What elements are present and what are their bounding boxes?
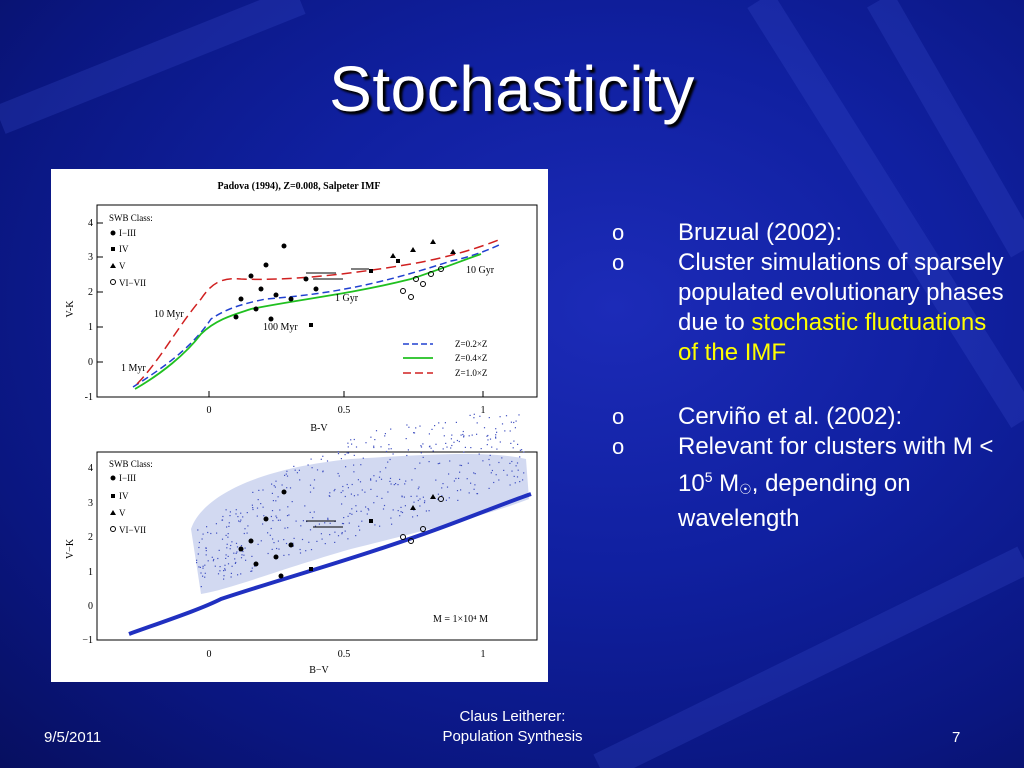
bullet-marker: o xyxy=(612,250,625,275)
bottom-ytick-4: 3 xyxy=(88,498,93,509)
track-z02 xyxy=(132,243,502,388)
bullet-text: Relevant for clusters with M < 105 M☉, d… xyxy=(678,432,1007,534)
slide-title: Stochasticity xyxy=(329,53,695,125)
bottom-legend-item-1: IV xyxy=(119,491,129,501)
age-label-1myr: 1 Myr xyxy=(121,363,146,374)
stochastic-locus xyxy=(128,492,532,636)
bullet-text-highlight: stochastic fluctuations of the IMF xyxy=(678,309,987,366)
bullet-list: o Bruzual (2002): o Cluster simulations … xyxy=(612,218,1007,534)
bullet-text: Cerviño et al. (2002): xyxy=(678,403,903,430)
stochastic-cloud xyxy=(191,454,529,594)
sun-symbol-icon: ☉ xyxy=(739,481,752,497)
bottom-legend-item-3: VI−VII xyxy=(119,525,146,535)
footer-center: Claus Leitherer: Population Synthesis xyxy=(380,707,645,747)
track-legend-0: Z=0.2×Z xyxy=(455,339,487,349)
bottom-xtick-2: 1 xyxy=(481,649,486,660)
page-number: 7 xyxy=(952,729,961,746)
figure-color-color-diagrams: Padova (1994), Z=0.008, Salpeter IMF 0 0… xyxy=(51,169,548,682)
top-legend-title: SWB Class: xyxy=(109,213,153,223)
top-xtick-1: 0.5 xyxy=(338,405,351,416)
bottom-legend-title: SWB Class: xyxy=(109,459,153,469)
bullet-cluster-simulations: o Cluster simulations of sparsely popula… xyxy=(612,248,1007,368)
bullet-relevant: o Relevant for clusters with M < 105 M☉,… xyxy=(612,432,1007,534)
bullet-marker: o xyxy=(612,220,625,245)
top-ylabel: V-K xyxy=(65,300,76,318)
top-legend-item-0: I−III xyxy=(119,228,136,238)
track-legend-1: Z=0.4×Z xyxy=(455,353,487,363)
bullet-superscript: 5 xyxy=(704,469,713,485)
track-z10 xyxy=(136,238,502,385)
track-legend-2: Z=1.0×Z xyxy=(455,368,487,378)
top-xtick-2: 1 xyxy=(481,405,486,416)
top-xtick-0: 0 xyxy=(207,405,212,416)
top-legend-item-1: IV xyxy=(119,244,129,254)
bottom-legend-item-2: V xyxy=(119,508,126,518)
bottom-xtick-0: 0 xyxy=(207,649,212,660)
age-label-100myr: 100 Myr xyxy=(263,322,298,333)
top-legend-item-3: VI−VII xyxy=(119,278,146,288)
top-panel-frame xyxy=(96,204,538,398)
bullet-text: Cluster simulations of sparsely populate… xyxy=(678,248,1007,368)
track-z04 xyxy=(134,253,482,390)
bottom-xtick-1: 0.5 xyxy=(338,649,351,660)
age-label-10myr: 10 Myr xyxy=(154,309,184,320)
bullet-cervino: o Cerviño et al. (2002): xyxy=(612,402,1007,432)
bullet-text: Bruzual (2002): xyxy=(678,219,843,246)
top-ytick-2: 1 xyxy=(88,322,93,333)
bottom-xlabel: B−V xyxy=(309,665,329,676)
bottom-legend-item-0: I−III xyxy=(119,473,136,483)
footer-subject: Population Synthesis xyxy=(442,728,583,745)
bottom-panel-frame xyxy=(96,451,538,641)
top-ytick-0: -1 xyxy=(85,392,93,403)
top-xlabel: B-V xyxy=(310,423,328,434)
top-ytick-1: 0 xyxy=(88,357,93,368)
bottom-ytick-3: 2 xyxy=(88,532,93,543)
top-ytick-4: 3 xyxy=(88,252,93,263)
footer-author: Claus Leitherer: xyxy=(459,708,566,725)
top-ytick-5: 4 xyxy=(88,218,93,229)
bottom-ytick-1: 0 xyxy=(88,601,93,612)
mass-label: M = 1×10⁴ M xyxy=(433,614,488,625)
bottom-ylabel: V−K xyxy=(65,538,76,559)
top-ytick-3: 2 xyxy=(88,287,93,298)
bottom-ytick-2: 1 xyxy=(88,567,93,578)
bullet-text-a: Relevant for clusters with M < 10 xyxy=(678,433,994,497)
bullet-text-c: , depending on wavelength xyxy=(678,470,911,532)
bottom-ytick-0: −1 xyxy=(82,635,93,646)
top-legend-item-2: V xyxy=(119,261,126,271)
footer-date: 9/5/2011 xyxy=(44,729,102,746)
bullet-marker: o xyxy=(612,404,625,429)
bottom-ytick-5: 4 xyxy=(88,463,93,474)
age-label-1gyr: 1 Gyr xyxy=(335,293,359,304)
bullet-marker: o xyxy=(612,434,625,459)
bullet-text-b: M xyxy=(712,470,740,497)
top-panel-title: Padova (1994), Z=0.008, Salpeter IMF xyxy=(217,181,380,192)
age-label-10gyr: 10 Gyr xyxy=(466,265,495,276)
bullet-text-plain: Cluster simulations of sparsely populate… xyxy=(678,249,1004,336)
bullet-bruzual: o Bruzual (2002): xyxy=(612,218,1007,248)
